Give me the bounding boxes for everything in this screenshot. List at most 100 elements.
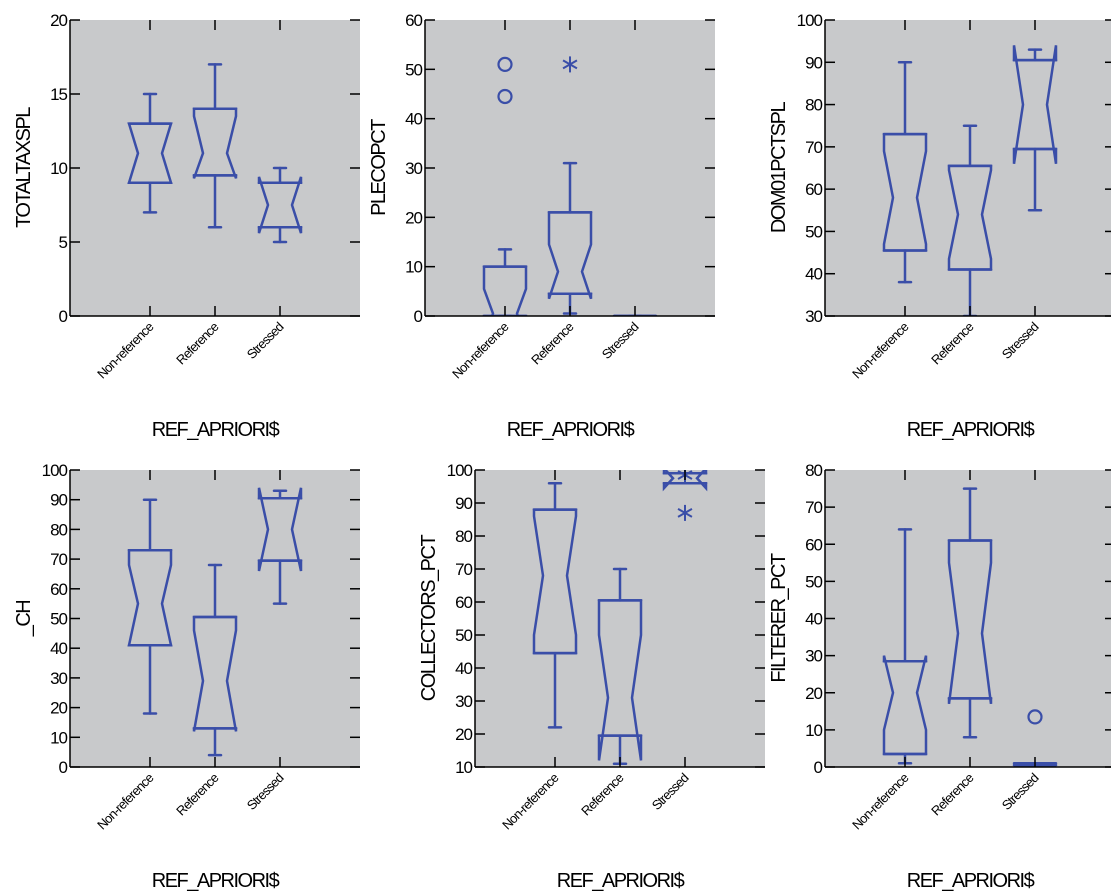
y-tick-label: 40 [455,659,472,678]
y-tick-label: 20 [455,725,472,744]
chart-panel-3: 30 40 50 60 70 80 90 100 Non-reference Reference S… [768,11,1111,441]
y-tick-label: 80 [805,96,822,115]
x-category-label: Non-reference [499,770,561,832]
y-tick-label: 0 [814,758,823,777]
plot-area [127,63,303,244]
y-tick-label: 60 [50,580,67,599]
x-category-label: Stressed [649,770,692,813]
box-stressed [1012,45,1058,212]
y-tick-label: 30 [50,669,67,688]
y-tick-label: 5 [59,233,68,252]
x-category-label: Stressed [999,319,1042,362]
plot-area [882,45,1058,316]
y-tick-label: 20 [50,699,67,718]
y-tick-label: 30 [455,692,472,711]
y-tick-label: 40 [805,265,822,284]
y-tick-label: 100 [42,461,68,480]
star-stroke [562,59,578,70]
y-tick-label: 40 [50,639,67,658]
x-axis-title: REF_APRIORI$ [507,419,635,441]
plot-area [532,470,708,765]
y-tick-label: 80 [455,527,472,546]
y-tick-label: 60 [405,11,422,30]
outlier-point [1027,709,1043,725]
y-tick-label: 20 [405,208,422,227]
notched-box [482,265,528,316]
outlier-point [497,88,513,105]
x-category-label: Reference [173,319,221,367]
box-stressed [257,487,303,605]
x-category-label: Stressed [244,770,287,813]
y-axis-title: FILTERER_PCT [768,553,790,683]
y-axis-title: DOM01PCTSPL [768,102,790,234]
y-tick-label: 10 [405,258,422,277]
plot-background [825,20,1111,316]
x-axis-title: REF_APRIORI$ [557,870,685,892]
plot-area [482,56,658,316]
box-stressed [257,166,303,244]
y-axis-title: TOTALTAXSPL [13,107,35,228]
y-tick-label: 90 [805,53,822,72]
y-axis-title: _CH [13,601,35,638]
x-category-label: Reference [578,770,626,818]
chart-panel-2: 0 10 20 30 40 50 60 Non-reference Reference Stres… [368,11,715,441]
box-non-reference [882,61,928,284]
chart-panel-1: 0 5 10 15 20 Non-reference Reference Stressed RE… [13,11,360,441]
extreme-point [562,56,578,73]
y-tick-label: 50 [50,610,67,629]
box-non-reference [127,498,173,715]
y-tick-label: 60 [805,180,822,199]
x-category-label: Stressed [244,319,287,362]
y-tick-label: 70 [805,138,822,157]
y-tick-label: 10 [455,758,472,777]
star-stroke [677,508,693,518]
y-tick-label: 40 [405,110,422,129]
y-tick-label: 20 [805,684,822,703]
y-axis-title: PLECOPCT [368,119,390,216]
plot-area [127,487,303,757]
x-category-label: Reference [528,319,576,367]
y-tick-label: 15 [50,85,67,104]
y-tick-label: 30 [405,159,422,178]
box-non-reference [482,56,528,316]
y-tick-label: 50 [455,626,472,645]
y-tick-label: 0 [59,307,68,326]
chart-panel-6: 0 10 20 30 40 50 60 70 80 Non-reference Reference S… [768,461,1111,892]
y-tick-label: 100 [797,11,823,30]
y-tick-label: 0 [59,758,68,777]
x-category-label: Stressed [999,770,1042,813]
outlier-point [497,56,513,73]
chart-panel-4: 0 10 20 30 40 50 60 70 80 90 100 Non-reference Refer… [13,461,360,892]
x-axis-title: REF_APRIORI$ [907,870,1035,892]
box-reference [547,56,593,315]
x-category-label: Reference [928,770,976,818]
box-reference [947,487,993,739]
y-tick-label: 10 [50,728,67,747]
x-axis-title: REF_APRIORI$ [152,870,280,892]
box-reference [192,563,238,757]
y-tick-label: 80 [50,520,67,539]
y-tick-label: 70 [50,550,67,569]
x-category-label: Non-reference [449,319,511,381]
extreme-point [677,504,693,521]
y-tick-label: 70 [805,498,822,517]
y-tick-label: 30 [805,307,822,326]
y-tick-label: 50 [405,60,422,79]
y-tick-label: 30 [805,647,822,666]
y-axis-title: COLLECTORS_PCT [418,535,440,702]
plot-background [825,470,1111,767]
box-non-reference [882,528,928,765]
y-tick-label: 90 [455,494,472,513]
y-tick-label: 10 [50,159,67,178]
box-non-reference [127,92,173,214]
x-category-label: Non-reference [94,319,156,381]
x-category-label: Reference [173,770,221,818]
box-reference [192,63,238,229]
x-category-label: Non-reference [94,770,156,832]
x-category-label: Reference [928,319,976,367]
y-tick-label: 90 [50,491,67,510]
y-tick-label: 50 [805,222,822,241]
y-tick-label: 20 [50,11,67,30]
y-tick-label: 100 [447,461,473,480]
